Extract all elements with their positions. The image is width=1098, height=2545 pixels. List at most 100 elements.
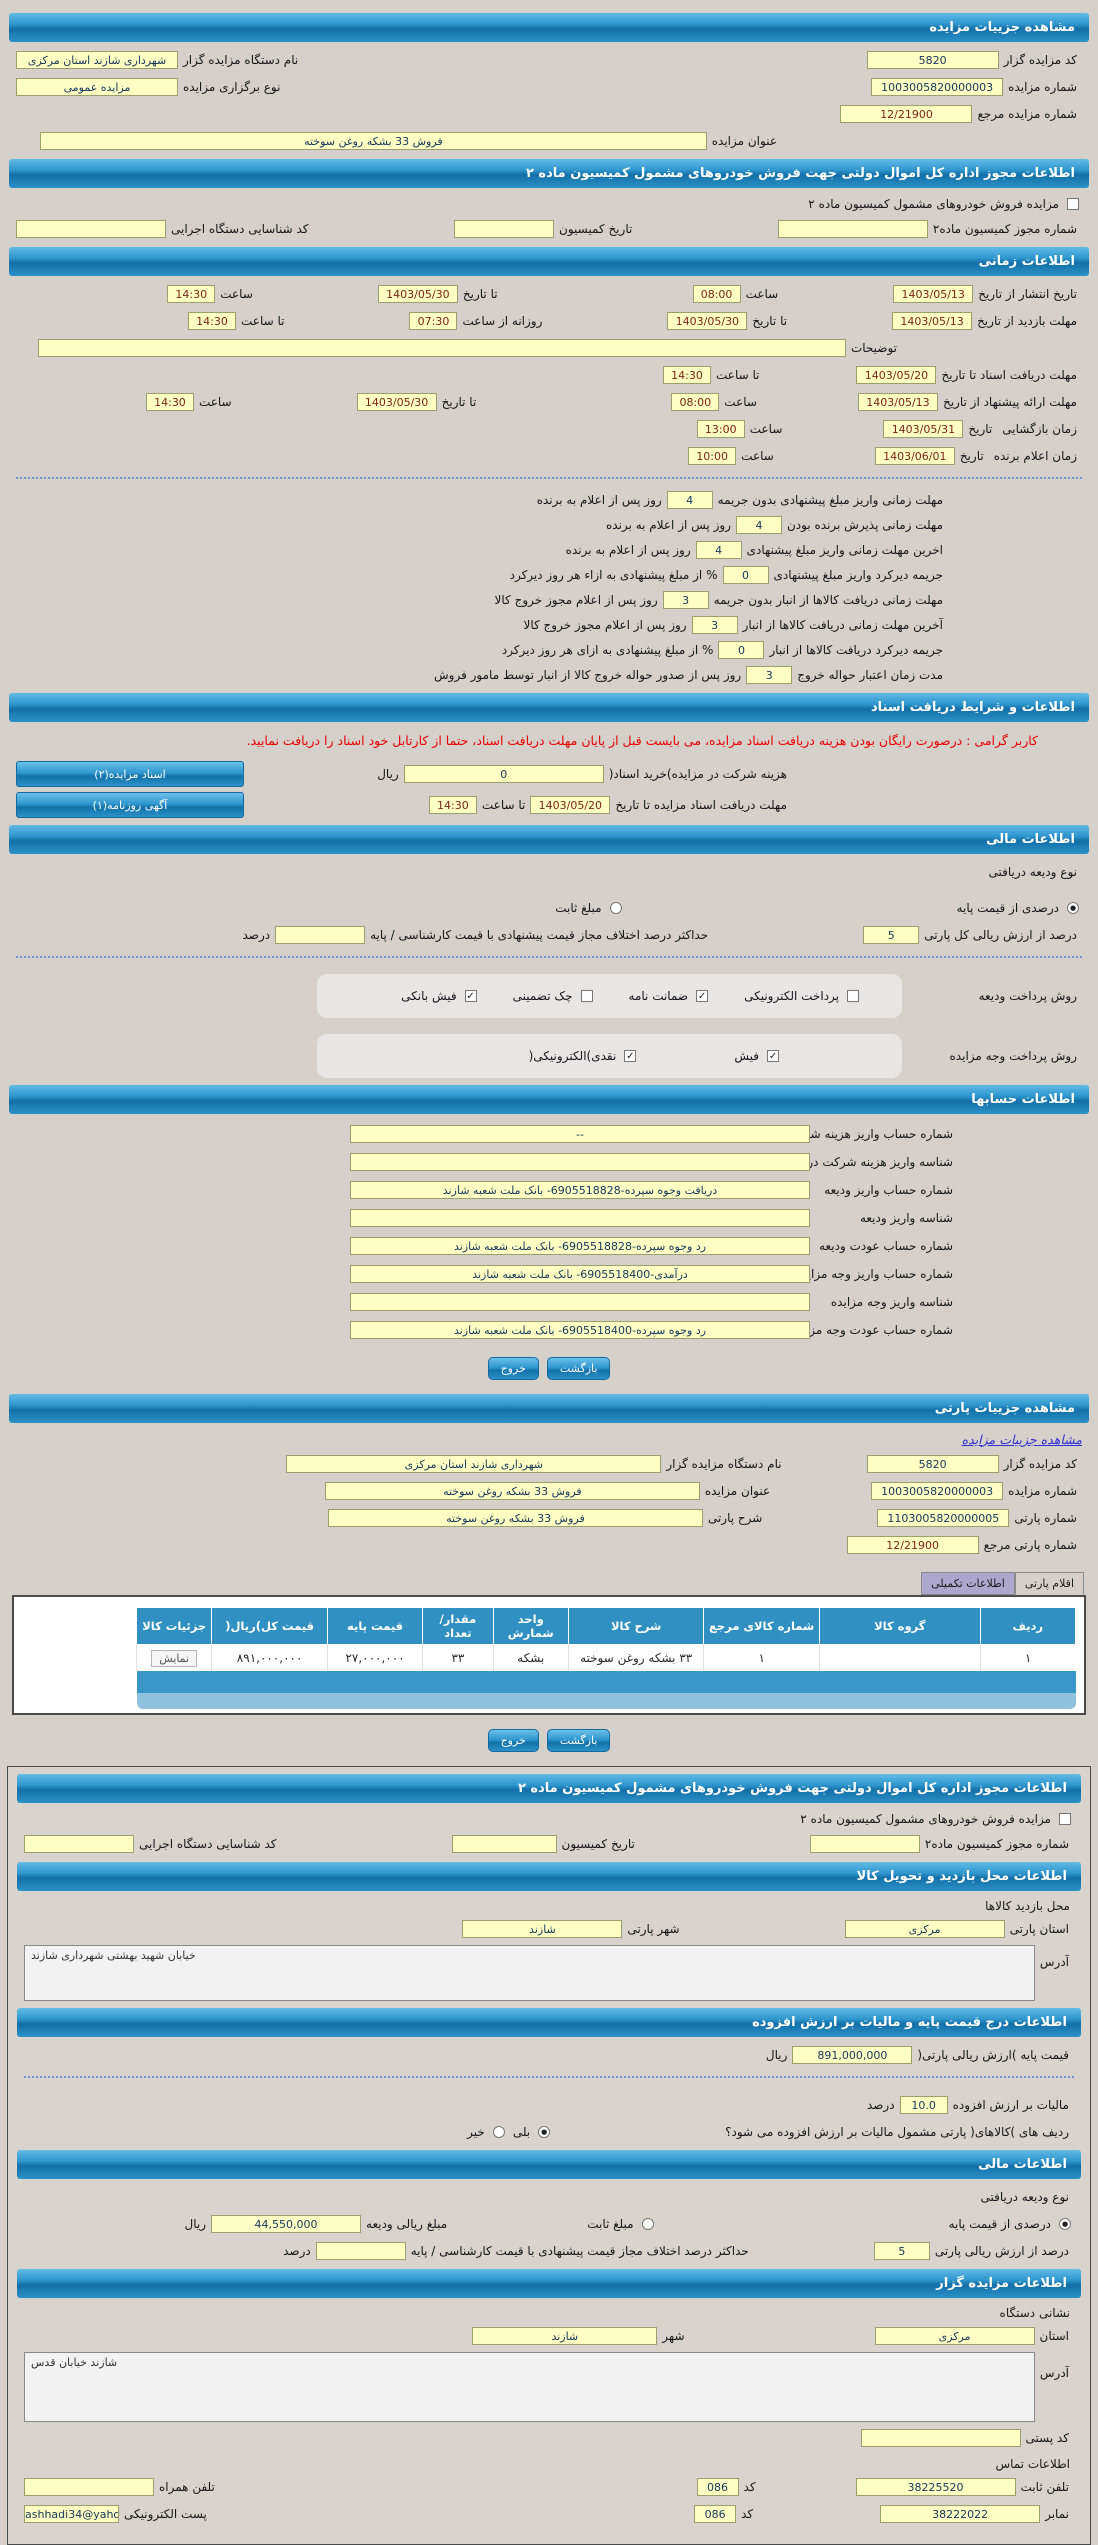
- percent-input[interactable]: 5: [873, 2242, 930, 2261]
- mobile-input[interactable]: [24, 2478, 154, 2497]
- account-input[interactable]: [350, 1153, 810, 1172]
- bidder-province-input[interactable]: مرکزی: [874, 2327, 1035, 2346]
- exec-code-input[interactable]: [15, 220, 166, 238]
- penalty-input[interactable]: 4: [666, 491, 713, 509]
- show-details-link[interactable]: نمایش: [151, 1650, 198, 1668]
- email-input[interactable]: ashhadi34@yahoo: [24, 2505, 119, 2524]
- tab-additional-info[interactable]: اطلاعات تکمیلی: [921, 1572, 1015, 1596]
- account-input[interactable]: درآمدی-6905518400- بانک ملت شعبه شازند: [350, 1265, 810, 1284]
- doc-deadline-date[interactable]: 1403/05/20: [530, 796, 611, 815]
- auction-type-input[interactable]: مزایده عمومی: [16, 78, 178, 96]
- doc-deadline-time[interactable]: 14:30: [428, 796, 477, 815]
- radio-percent-of-base[interactable]: ●: [1059, 2218, 1071, 2231]
- publish-from-time[interactable]: 08:00: [692, 285, 741, 303]
- opening-date[interactable]: 1403/05/31: [883, 420, 964, 438]
- vat-input[interactable]: 10.0: [899, 2096, 948, 2115]
- back-button[interactable]: بازگشت: [546, 1729, 611, 1753]
- offer-from-date[interactable]: 1403/05/13: [857, 393, 938, 411]
- radio-fixed-amount[interactable]: [609, 902, 622, 915]
- account-input[interactable]: دریافت وجوه سپرده-6905518828- بانک ملت ش…: [350, 1181, 810, 1200]
- doc-fee-input[interactable]: 0: [403, 765, 604, 784]
- phone-input[interactable]: 38225520: [855, 2478, 1016, 2497]
- publish-to-date[interactable]: 1403/05/30: [377, 285, 458, 303]
- exec-code-input[interactable]: [23, 1835, 134, 1854]
- party-ref-input[interactable]: 12/21900: [846, 1536, 979, 1555]
- notes-input[interactable]: [38, 339, 846, 357]
- bidder-code-input[interactable]: 5820: [866, 51, 999, 69]
- penalty-input[interactable]: 4: [695, 541, 742, 559]
- party-desc-input[interactable]: فروش 33 بشکه روغن سوخته: [327, 1509, 703, 1528]
- commission-date-input[interactable]: [451, 1835, 557, 1854]
- party-bidder-code-input[interactable]: 5820: [866, 1455, 999, 1474]
- visit-from-time[interactable]: 07:30: [409, 312, 458, 330]
- ref-no-input[interactable]: 12/21900: [840, 105, 973, 123]
- party-title-input[interactable]: فروش 33 بشکه روغن سوخته: [324, 1482, 700, 1501]
- publish-to-time[interactable]: 14:30: [167, 285, 216, 303]
- offer-from-time[interactable]: 08:00: [671, 393, 720, 411]
- permit-no-input[interactable]: [777, 220, 928, 238]
- docs-deadline-time[interactable]: 14:30: [663, 366, 712, 384]
- account-input[interactable]: [350, 1293, 810, 1312]
- account-input[interactable]: [350, 1209, 810, 1228]
- bidder-address-textarea[interactable]: شازند خیابان قدس: [24, 2352, 1035, 2423]
- publish-from-date[interactable]: 1403/05/13: [893, 285, 974, 303]
- penalty-input[interactable]: 3: [746, 666, 793, 684]
- exit-button[interactable]: خروج: [487, 1357, 539, 1381]
- auction-title-input[interactable]: فروش 33 بشکه روغن سوخته: [40, 132, 707, 150]
- permit-no-input[interactable]: [809, 1835, 920, 1854]
- deposit-amount-input[interactable]: 44,550,000: [211, 2215, 362, 2234]
- visit-from-date[interactable]: 1403/05/13: [892, 312, 973, 330]
- permit-checkbox[interactable]: [1059, 1813, 1071, 1826]
- checkbox-slip[interactable]: ✓: [767, 1050, 779, 1063]
- table-pager-bar[interactable]: [136, 1693, 1076, 1710]
- party-no-input[interactable]: 1103005820000005: [877, 1509, 1010, 1528]
- visit-to-date[interactable]: 1403/05/30: [667, 312, 748, 330]
- phone-code-input[interactable]: 086: [696, 2478, 739, 2497]
- exit-button[interactable]: خروج: [487, 1729, 539, 1753]
- newspaper-ad-button[interactable]: آگهی روزنامه(۱): [16, 792, 244, 819]
- fax-input[interactable]: 38222022: [880, 2505, 1041, 2524]
- postal-code-input[interactable]: [860, 2429, 1021, 2448]
- account-input[interactable]: رد وجوه سپرده-6905518400- بانک ملت شعبه …: [350, 1321, 810, 1340]
- penalty-input[interactable]: 3: [691, 616, 738, 634]
- checkbox-certified-check[interactable]: [580, 990, 593, 1003]
- checkbox-guarantee[interactable]: ✓: [696, 990, 709, 1003]
- auction-no-input[interactable]: 1003005820000003: [871, 78, 1004, 96]
- offer-to-time[interactable]: 14:30: [145, 393, 194, 411]
- party-org-input[interactable]: شهرداری شازند استان مرکزی: [286, 1455, 662, 1474]
- party-address-textarea[interactable]: خیابان شهید بهشتی شهرداری شازند: [24, 1945, 1035, 2002]
- back-button[interactable]: بازگشت: [546, 1357, 611, 1381]
- base-price-input[interactable]: 891,000,000: [792, 2046, 913, 2065]
- checkbox-electronic-payment[interactable]: [847, 990, 859, 1003]
- fax-code-input[interactable]: 086: [694, 2505, 737, 2524]
- tab-party-items[interactable]: اقلام پارتی: [1014, 1572, 1084, 1596]
- opening-time[interactable]: 13:00: [696, 420, 745, 438]
- org-name-input[interactable]: شهرداری شازند استان مرکزی: [16, 51, 178, 69]
- commission-date-input[interactable]: [454, 220, 555, 238]
- bidder-city-input[interactable]: شازند: [472, 2327, 658, 2346]
- penalty-input[interactable]: 0: [722, 566, 769, 584]
- radio-percent-of-base[interactable]: ●: [1067, 902, 1079, 915]
- party-province-input[interactable]: مرکزی: [844, 1920, 1005, 1939]
- penalty-input[interactable]: 0: [718, 641, 765, 659]
- account-input[interactable]: رد وجوه سپرده-6905518828- بانک ملت شعبه …: [350, 1237, 810, 1256]
- maxdiff-input[interactable]: [315, 2242, 406, 2261]
- visit-to-time[interactable]: 14:30: [188, 312, 236, 330]
- penalty-input[interactable]: 3: [662, 591, 709, 609]
- winner-time[interactable]: 10:00: [688, 447, 737, 465]
- view-auction-details-link[interactable]: مشاهده جزییات مزایده: [961, 1431, 1082, 1447]
- offer-to-date[interactable]: 1403/05/30: [356, 393, 437, 411]
- party-city-input[interactable]: شازند: [462, 1920, 623, 1939]
- radio-vat-no[interactable]: [492, 2126, 505, 2139]
- winner-date[interactable]: 1403/06/01: [874, 447, 955, 465]
- permit-checkbox[interactable]: [1067, 198, 1079, 210]
- auction-docs-button[interactable]: اسناد مزایده(۲): [16, 761, 244, 788]
- radio-fixed-amount[interactable]: [641, 2218, 654, 2231]
- docs-deadline-date[interactable]: 1403/05/20: [856, 366, 937, 384]
- checkbox-cash-electronic[interactable]: ✓: [624, 1050, 637, 1063]
- party-auction-no-input[interactable]: 1003005820000003: [871, 1482, 1004, 1501]
- radio-vat-yes[interactable]: ●: [538, 2126, 551, 2139]
- penalty-input[interactable]: 4: [735, 516, 782, 534]
- account-input[interactable]: --: [350, 1125, 810, 1144]
- checkbox-bank-slip[interactable]: ✓: [464, 990, 477, 1003]
